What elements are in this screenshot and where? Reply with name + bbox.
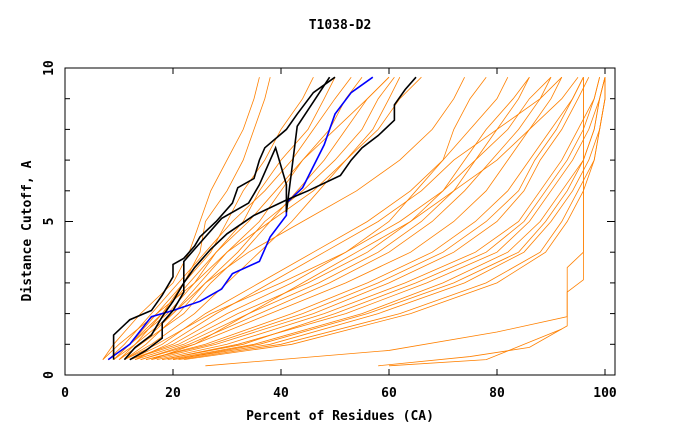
model-curve (145, 77, 584, 361)
model-curve (107, 77, 314, 360)
model-curve (172, 77, 606, 361)
model-curve (124, 76, 552, 361)
x-axis-label: Percent of Residues (CA) (246, 409, 434, 424)
model-curve (145, 77, 584, 361)
x-tick-label: 20 (165, 386, 181, 401)
model-curve (118, 76, 390, 360)
y-tick-label: 0 (42, 371, 57, 379)
y-tick-label: 5 (42, 218, 57, 226)
model-curve (162, 77, 606, 361)
x-tick-label: 80 (489, 386, 505, 401)
model-curve (140, 77, 552, 361)
model-curve (140, 77, 563, 361)
model-curve (135, 77, 530, 361)
model-curve (113, 76, 363, 360)
model-curve (129, 76, 487, 361)
model-curve (378, 77, 584, 367)
curves-layer (102, 76, 606, 367)
model-curve (129, 77, 509, 361)
model-curve (113, 77, 336, 360)
model-curve (151, 76, 579, 361)
x-tick-label: 100 (593, 386, 617, 401)
model-curve (162, 77, 600, 361)
x-tick-label: 60 (381, 386, 397, 401)
x-tick-label: 40 (273, 386, 289, 401)
model-curve (102, 77, 260, 360)
highlight-curve (107, 76, 374, 361)
axes-layer: 0 20 40 60 80 100 0 5 10 (42, 60, 617, 401)
x-tick-label: 0 (61, 386, 69, 401)
reference-1-curve (123, 76, 417, 361)
model-curve (183, 77, 606, 361)
model-curve (102, 77, 271, 360)
chart-title: T1038-D2 (309, 18, 372, 33)
model-curve (113, 76, 422, 360)
model-curve (124, 77, 401, 360)
reference-3-curve (129, 76, 331, 361)
model-curve (124, 76, 395, 360)
reference-2-curve (112, 76, 336, 360)
model-curve (388, 328, 562, 367)
model-curve (151, 77, 590, 361)
y-tick-label: 10 (42, 60, 57, 76)
y-axis-label: Distance Cutoff, A (20, 160, 35, 301)
model-curve (107, 76, 352, 360)
model-curve (135, 76, 563, 361)
